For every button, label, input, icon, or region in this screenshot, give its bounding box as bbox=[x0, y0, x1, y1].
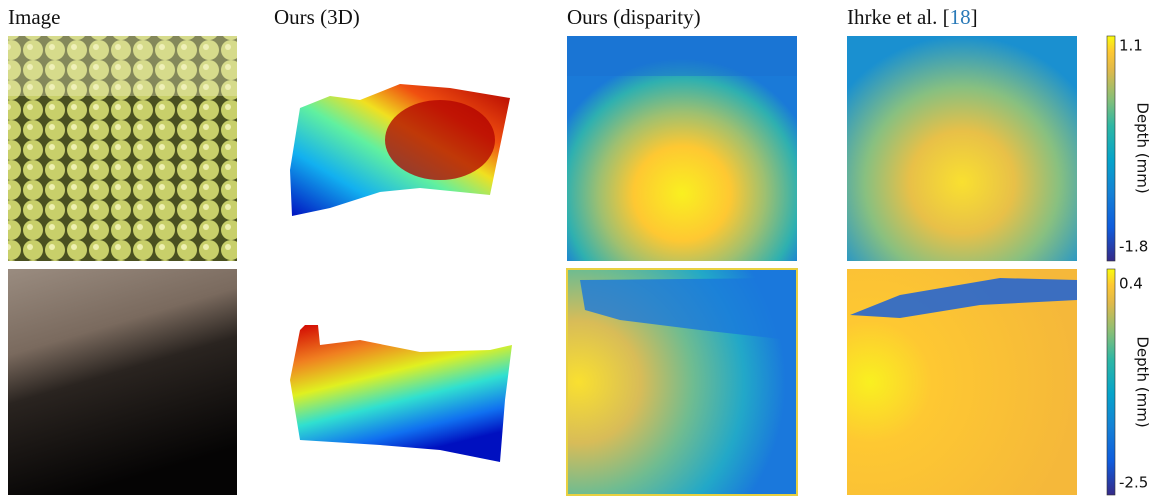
colorbar-label: Depth (mm) bbox=[1134, 102, 1152, 193]
colorbar-label: Depth (mm) bbox=[1134, 336, 1152, 427]
citation-link[interactable]: 18 bbox=[950, 5, 971, 29]
figure: Image Ours (3D) Ours (disparity) Ihrke e… bbox=[0, 0, 1160, 497]
photo-highlight bbox=[8, 36, 237, 96]
colorbar bbox=[1107, 269, 1115, 495]
column-title: Ours (3D) bbox=[274, 5, 360, 29]
colorbar-max: 1.1 bbox=[1119, 37, 1143, 55]
title-text: ] bbox=[971, 5, 978, 29]
colorbar-max: 0.4 bbox=[1119, 275, 1143, 293]
colorbar bbox=[1107, 36, 1115, 261]
colorbar-min: -2.5 bbox=[1119, 474, 1148, 492]
column-title: Ours (disparity) bbox=[567, 5, 701, 29]
colorbar-min: -1.8 bbox=[1119, 238, 1148, 256]
column-title: Image bbox=[8, 5, 60, 29]
surface-peak bbox=[385, 100, 495, 180]
photo bbox=[8, 269, 237, 495]
column-title: Ihrke et al. [18] bbox=[847, 5, 978, 29]
title-text: Ihrke et al. [ bbox=[847, 5, 950, 29]
disparity-edge bbox=[567, 36, 797, 76]
surface-3d bbox=[290, 325, 512, 462]
depth-map bbox=[847, 36, 1077, 261]
